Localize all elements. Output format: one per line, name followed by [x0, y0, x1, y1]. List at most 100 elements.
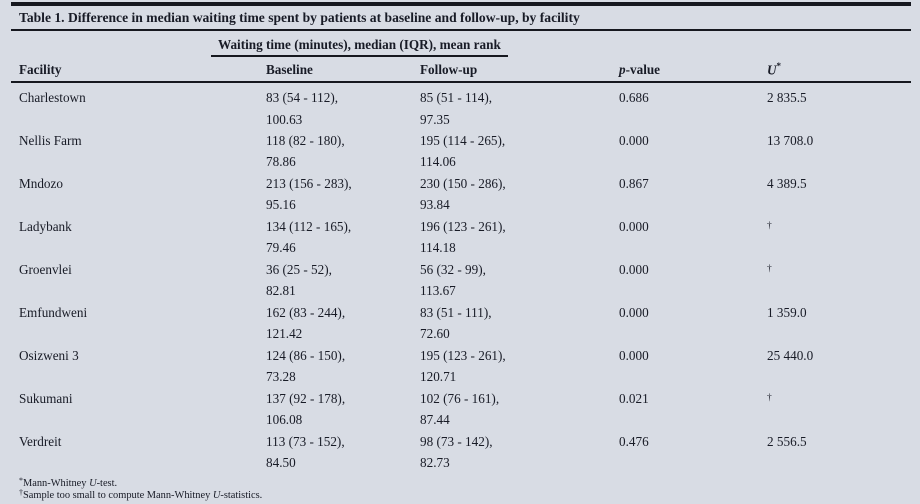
baseline-iqr: 36 (25 - 52),: [266, 261, 332, 277]
empty-cell: [619, 31, 767, 57]
baseline-iqr: 213 (156 - 283),: [266, 175, 352, 191]
table-row: Sukumani 137 (92 - 178), 106.08 102 (76 -…: [11, 388, 911, 431]
table-row: Emfundweni 162 (83 - 244), 121.42 83 (51 …: [11, 302, 911, 345]
followup-iqr: 83 (51 - 111),: [420, 304, 492, 320]
facility-cell: Osizweni 3: [19, 347, 79, 363]
footnote-text-before: Mann-Whitney: [23, 477, 90, 489]
footnote-sample-size: †Sample too small to compute Mann-Whitne…: [19, 488, 911, 503]
u-stat-value: 13 708.0: [767, 132, 814, 148]
pvalue-cell: 0.021: [619, 390, 649, 406]
followup-cell: 83 (51 - 111), 72.60: [420, 302, 619, 345]
footnotes: *Mann-Whitney U-test. †Sample too small …: [11, 475, 911, 503]
baseline-cell: 36 (25 - 52), 82.81: [266, 259, 420, 302]
column-header-row: Facility Baseline Follow-up p-value U*: [11, 57, 912, 84]
followup-iqr: 195 (123 - 261),: [420, 347, 506, 363]
u-stat-value: †: [767, 220, 772, 231]
p-italic: p: [619, 62, 626, 78]
facility-cell: Ladybank: [19, 218, 72, 234]
data-table: Waiting time (minutes), median (IQR), me…: [11, 31, 912, 474]
table-title: Table 1. Difference in median waiting ti…: [11, 2, 911, 31]
p-rest: -value: [625, 62, 661, 78]
followup-rank: 82.73: [420, 455, 450, 470]
footnote-marker: †: [19, 488, 23, 498]
ustat-cell: †: [767, 259, 911, 302]
followup-cell: 195 (123 - 261), 120.71: [420, 345, 619, 388]
baseline-rank: 100.63: [266, 111, 303, 127]
baseline-iqr: 162 (83 - 244),: [266, 304, 346, 320]
footnote-utest: *Mann-Whitney U-test.: [19, 475, 911, 491]
followup-cell: 230 (150 - 286), 93.84: [420, 173, 619, 216]
table-row: Verdreit 113 (73 - 152), 84.50 98 (73 - 1…: [11, 431, 911, 474]
baseline-cell: 83 (54 - 112), 100.63: [266, 82, 420, 129]
footnote-marker: *: [19, 475, 23, 485]
baseline-rank: 84.50: [266, 455, 296, 470]
followup-iqr: 195 (114 - 265),: [420, 132, 506, 148]
ustat-cell: †: [767, 216, 911, 259]
followup-rank: 114.06: [420, 154, 456, 169]
baseline-cell: 134 (112 - 165), 79.46: [266, 216, 420, 259]
followup-rank: 97.35: [420, 111, 450, 127]
baseline-cell: 118 (82 - 180), 78.86: [266, 130, 420, 173]
table-row: Osizweni 3 124 (86 - 150), 73.28 195 (123…: [11, 345, 911, 388]
span-header-cell: Waiting time (minutes), median (IQR), me…: [211, 31, 619, 57]
pvalue-cell: 0.000: [619, 304, 649, 320]
baseline-rank: 73.28: [266, 369, 296, 384]
followup-rank: 87.44: [420, 412, 450, 427]
baseline-cell: 137 (92 - 178), 106.08: [266, 388, 420, 431]
table-body: Charlestown 83 (54 - 112), 100.63 85 (51 …: [11, 82, 911, 473]
ustat-cell: 1 359.0: [767, 302, 911, 345]
baseline-cell: 113 (73 - 152), 84.50: [266, 431, 420, 474]
footnote-italic-u: U: [89, 477, 97, 489]
baseline-cell: 124 (86 - 150), 73.28: [266, 345, 420, 388]
facility-cell: Sukumani: [19, 390, 73, 406]
baseline-iqr: 137 (92 - 178),: [266, 390, 346, 406]
followup-cell: 98 (73 - 142), 82.73: [420, 431, 619, 474]
column-header-baseline: Baseline: [266, 57, 420, 84]
ustat-cell: 13 708.0: [767, 130, 911, 173]
ustat-cell: 2 556.5: [767, 431, 911, 474]
facility-cell: Charlestown: [19, 90, 86, 106]
ustat-cell: 25 440.0: [767, 345, 911, 388]
pvalue-cell: 0.686: [619, 90, 649, 106]
table-row: Groenvlei 36 (25 - 52), 82.81 56 (32 - 99…: [11, 259, 911, 302]
pvalue-cell: 0.000: [619, 218, 649, 234]
column-header-pvalue: p-value: [619, 57, 768, 84]
followup-cell: 56 (32 - 99), 113.67: [420, 259, 619, 302]
footnote-text-after: -test.: [96, 477, 118, 489]
baseline-rank: 121.42: [266, 326, 303, 341]
table-row: Ladybank 134 (112 - 165), 79.46 196 (123 …: [11, 216, 911, 259]
followup-iqr: 98 (73 - 142),: [420, 433, 493, 449]
table-row: Charlestown 83 (54 - 112), 100.63 85 (51 …: [11, 82, 911, 129]
baseline-cell: 162 (83 - 244), 121.42: [266, 302, 420, 345]
u-stat-value: 2 556.5: [767, 433, 807, 449]
baseline-iqr: 134 (112 - 165),: [266, 218, 352, 234]
pvalue-cell: 0.867: [619, 175, 649, 191]
footnote-text-after: -statistics.: [220, 490, 263, 502]
followup-rank: 120.71: [420, 369, 457, 384]
baseline-iqr: 118 (82 - 180),: [266, 132, 345, 148]
pvalue-cell: 0.000: [619, 261, 649, 277]
column-header-followup: Follow-up: [420, 57, 620, 84]
footnote-text-before: Sample too small to compute Mann-Whitney: [23, 490, 213, 502]
followup-iqr: 56 (32 - 99),: [420, 261, 486, 277]
column-header-facility: Facility: [11, 57, 266, 84]
span-header-label: Waiting time (minutes), median (IQR), me…: [211, 37, 508, 57]
column-header-ustat: U*: [767, 57, 912, 84]
baseline-iqr: 124 (86 - 150),: [266, 347, 346, 363]
followup-iqr: 196 (123 - 261),: [420, 218, 506, 234]
followup-rank: 114.18: [420, 240, 456, 255]
baseline-rank: 78.86: [266, 154, 296, 169]
followup-rank: 113.67: [420, 283, 456, 298]
followup-cell: 85 (51 - 114), 97.35: [420, 82, 619, 129]
followup-cell: 102 (76 - 161), 87.44: [420, 388, 619, 431]
baseline-rank: 95.16: [266, 197, 296, 212]
followup-iqr: 230 (150 - 286),: [420, 175, 506, 191]
followup-iqr: 85 (51 - 114),: [420, 90, 493, 106]
facility-cell: Groenvlei: [19, 261, 72, 277]
facility-cell: Verdreit: [19, 433, 62, 449]
u-stat-value: 25 440.0: [767, 347, 814, 363]
baseline-rank: 106.08: [266, 412, 303, 427]
followup-rank: 72.60: [420, 326, 450, 341]
empty-cell: [767, 31, 911, 57]
